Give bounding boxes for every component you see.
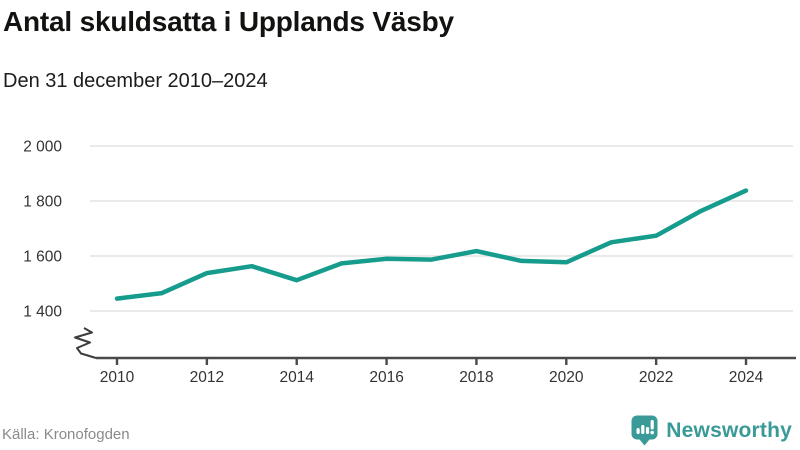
x-tick-label: 2022: [639, 369, 673, 386]
y-tick-label: 1 800: [23, 194, 62, 211]
x-tick-label: 2024: [729, 369, 764, 386]
newsworthy-logo[interactable]: Newsworthy: [631, 415, 792, 446]
series-line: [114, 188, 749, 301]
newsworthy-logo-icon: [631, 415, 658, 446]
y-tick-label: 1 400: [23, 304, 62, 321]
x-tick-label: 2012: [190, 369, 224, 386]
newsworthy-logo-text: Newsworthy: [666, 418, 792, 442]
y-tick-label: 2 000: [23, 139, 62, 156]
x-tick-label: 2020: [549, 369, 584, 386]
page-title: Antal skuldsatta i Upplands Väsby: [3, 6, 454, 37]
x-tick-label: 2018: [459, 369, 493, 386]
x-tick-label: 2010: [100, 369, 135, 386]
x-tick-label: 2014: [279, 369, 314, 386]
x-tick-label: 2016: [369, 369, 403, 386]
source-label: Källa: Kronofogden: [2, 426, 130, 443]
chart-subtitle: Den 31 december 2010–2024: [3, 70, 268, 92]
y-axis-break: [74, 327, 97, 359]
y-tick-label: 1 600: [23, 249, 62, 266]
